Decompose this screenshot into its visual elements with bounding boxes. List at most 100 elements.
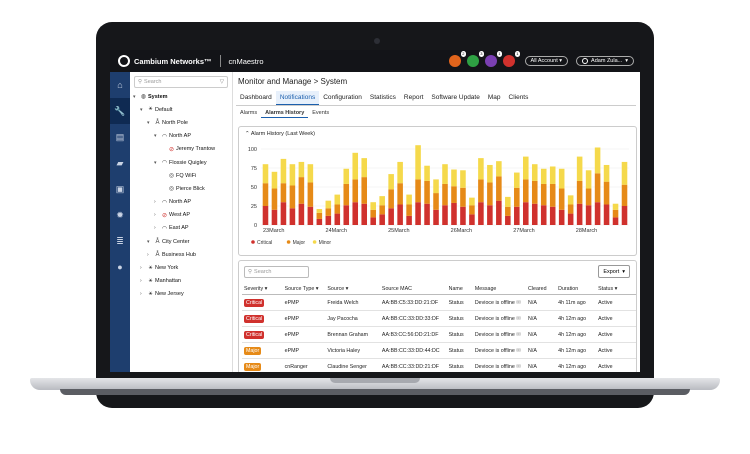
column-header[interactable]: Message (472, 283, 527, 295)
alert-count: 2 (461, 51, 466, 57)
tree-node-label: New York (155, 265, 179, 272)
filter-icon[interactable]: ▾ (314, 285, 319, 292)
bug-alert-icon[interactable]: 1 (502, 51, 520, 67)
chevron-icon[interactable]: › (140, 291, 142, 298)
tree-node[interactable]: › Å Business Hub (130, 248, 232, 261)
chevron-icon[interactable]: ▾ (140, 106, 143, 113)
lock-alert-icon[interactable]: 2 (448, 51, 466, 67)
tree-node[interactable]: › ⚹ Manhattan (130, 275, 232, 288)
tree-node[interactable]: › ◠ East AP (130, 222, 232, 235)
cell-text: Devioce is offline (474, 315, 515, 322)
chevron-icon[interactable]: › (154, 212, 156, 219)
chevron-icon[interactable]: ▾ (154, 159, 157, 166)
clipboard-icon[interactable]: ▤ (115, 131, 125, 142)
tab-dashboard[interactable]: Dashboard (240, 94, 272, 101)
tree-node[interactable]: ▾ ◠ Flossie Quigley (130, 156, 232, 169)
column-header[interactable]: Cleared (526, 283, 557, 295)
tab-clients[interactable]: Clients (508, 94, 529, 101)
tree-node[interactable]: ▾ ⚹ Default (130, 103, 232, 116)
account-dropdown[interactable]: All Account ▾ (524, 56, 569, 66)
export-button[interactable]: Export ▾ (598, 265, 630, 278)
cell-cleared: N/A (526, 294, 557, 311)
cell-duration: 4h 12m ago (556, 326, 597, 343)
bar-minor (603, 164, 610, 182)
table-row[interactable]: Major ePMP Victoria Haley AA:BB:CC:33:DD:44… (242, 342, 636, 359)
alert-count: 1 (515, 51, 520, 57)
gear-icon[interactable]: ✹ (116, 209, 124, 220)
tree-node[interactable]: ▾ Å North Pole (130, 116, 232, 129)
cell-name: Status (446, 326, 473, 343)
details-icon[interactable]: ✉ (514, 315, 521, 322)
tree-node[interactable]: ▾ ◠ North AP (130, 130, 232, 143)
table-row[interactable]: Critical ePMP Jay Pacocha AA:BB:CC:33:DD:33… (242, 310, 636, 327)
truck-icon[interactable]: ▰ (116, 157, 124, 168)
chevron-icon[interactable]: › (154, 199, 156, 206)
table-row[interactable]: Critical ePMP Brennan Graham AA:B3:CC:56:DD… (242, 326, 636, 343)
column-header[interactable]: Status ▾ (596, 283, 636, 295)
briefcase-icon[interactable]: ▣ (115, 183, 125, 194)
chevron-icon[interactable]: › (140, 278, 142, 285)
tree-node-label: FQ WiFi (176, 172, 197, 179)
chevron-icon[interactable]: ▾ (133, 93, 136, 100)
column-header[interactable]: Duration (556, 283, 597, 295)
tree-node[interactable]: ◎ FQ WiFi (130, 169, 232, 182)
tree-node[interactable]: › ⚹ New Jersey (130, 288, 232, 301)
legend-label: Critical (257, 240, 272, 246)
tree-node[interactable]: ◎ Pierce Blick (130, 182, 232, 195)
group-alert-icon[interactable]: 1 (484, 51, 502, 67)
bar-minor (370, 202, 376, 210)
table-row[interactable]: Critical ePMP Freida Welch AA:BB:C5:33:DD:2… (242, 294, 636, 311)
home-icon[interactable]: ⌂ (117, 80, 123, 90)
tab-notifications[interactable]: Notifications (275, 91, 320, 106)
user-circle-icon[interactable]: ● (117, 262, 123, 272)
bar-minor (612, 203, 619, 210)
tree-node[interactable]: ⊘ Jeremy Trantow (130, 143, 232, 156)
subtab-alarms-history[interactable]: Alarms History (261, 109, 309, 118)
bar-major (424, 180, 430, 204)
column-header[interactable]: Name (446, 283, 473, 295)
chat-alert-icon[interactable]: 3 (466, 51, 484, 67)
details-icon[interactable]: ✉ (514, 347, 521, 354)
tree-node[interactable]: › ⊘ West AP (130, 209, 232, 222)
table-row[interactable]: Major cnRanger Claudine Senger AA:BB:CC:33:… (242, 358, 636, 372)
chevron-icon[interactable]: › (147, 251, 149, 258)
tree-node[interactable]: › ⚹ New York (130, 261, 232, 274)
table-search-input[interactable]: ⚲ Search (244, 266, 309, 278)
cell-message: Devioce is offline ✉ (472, 342, 527, 359)
subtab-alarms[interactable]: Alarms (240, 110, 258, 116)
tab-configuration[interactable]: Configuration (323, 94, 362, 101)
filter-icon[interactable]: ▾ (613, 285, 618, 292)
user-menu[interactable]: Adam Zula... ▾ (576, 56, 634, 66)
chevron-icon[interactable]: ▾ (147, 238, 150, 245)
column-header[interactable]: Source MAC (379, 283, 447, 295)
tab-software-update[interactable]: Software Update (431, 94, 480, 101)
filter-icon[interactable]: ▾ (344, 285, 349, 292)
cell-text: ePMP (284, 315, 300, 322)
chevron-icon[interactable]: ▾ (147, 119, 150, 126)
filter-icon[interactable]: ▽ (219, 79, 224, 85)
tab-map[interactable]: Map (487, 94, 501, 101)
bar-major (567, 204, 574, 214)
tree-node[interactable]: ▾ Å City Center (130, 235, 232, 248)
cell-mac: AA:BB:CC:33:DD:44:DC (379, 342, 447, 359)
details-icon[interactable]: ✉ (514, 363, 521, 370)
server-icon[interactable]: ≣ (116, 235, 124, 246)
tree-search-input[interactable]: ⚲ Search ▽ (134, 76, 228, 88)
filter-icon[interactable]: ▾ (263, 285, 268, 292)
tree-node[interactable]: › ◠ North AP (130, 196, 232, 209)
tree-node[interactable]: ▾ ◍ System (130, 90, 232, 103)
column-header[interactable]: Source ▾ (325, 283, 380, 295)
chevron-icon[interactable]: › (140, 265, 142, 272)
column-header[interactable]: Source Type ▾ (282, 283, 326, 295)
wrench-icon[interactable]: 🔧 (110, 98, 130, 124)
bar-minor (460, 170, 466, 188)
chart-title[interactable]: ⌃ Alarm History (Last Week) (245, 131, 315, 137)
column-header[interactable]: Severity ▾ (242, 283, 283, 295)
subtab-events[interactable]: Events (312, 110, 330, 116)
chevron-icon[interactable]: ▾ (154, 133, 157, 140)
chevron-icon[interactable]: › (154, 225, 156, 232)
details-icon[interactable]: ✉ (514, 299, 521, 306)
tab-statistics[interactable]: Statistics (369, 94, 396, 101)
details-icon[interactable]: ✉ (514, 331, 521, 338)
tab-report[interactable]: Report (403, 94, 424, 101)
